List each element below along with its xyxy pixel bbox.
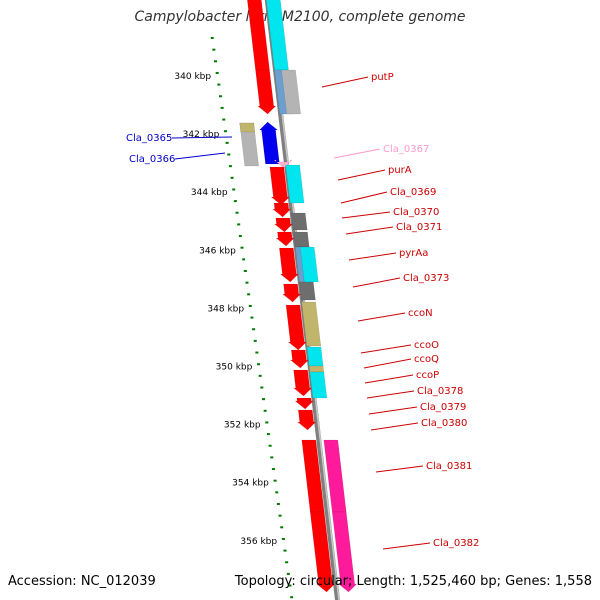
cla0371-gray[interactable] (293, 231, 310, 248)
cla0365-cap[interactable] (239, 122, 256, 133)
gene-label-cla_0367[interactable]: Cla_0367 (383, 144, 429, 155)
cla0373-gray[interactable] (299, 281, 316, 301)
connector-cla_0365 (171, 136, 233, 139)
gene-label-cla_0378[interactable]: Cla_0378 (417, 386, 463, 397)
connector-cla_0380 (370, 422, 419, 431)
pyrAa-cyan[interactable] (299, 246, 319, 283)
connector-ccoo (360, 344, 412, 354)
cla0366-gene[interactable] (258, 121, 280, 165)
connector-cla_0369 (340, 191, 388, 204)
cla0378-gene[interactable] (294, 397, 314, 410)
ruler-label-2: 344 kbp (191, 188, 228, 198)
ccoN-khaki[interactable] (301, 301, 322, 347)
cla0370-gray[interactable] (290, 212, 308, 231)
ruler-label-1: 342 kbp (183, 130, 220, 140)
connector-cla_0371 (345, 226, 394, 235)
putP-part-b[interactable] (255, 69, 277, 115)
gene-labels: putP Cla_0365 Cla_0366 Cla_0367 purA Cla_0369… (126, 72, 479, 549)
ruler-label-3: 346 kbp (199, 246, 236, 256)
label-connectors (171, 76, 431, 550)
ccoO-cyan[interactable] (306, 346, 324, 367)
connector-pura (337, 169, 386, 181)
ruler-label-8: 356 kbp (240, 537, 277, 547)
ccoP-cyan[interactable] (309, 371, 328, 399)
cla0380-gene[interactable] (296, 409, 317, 431)
cla0382-gene[interactable] (309, 511, 336, 593)
connector-cla_0370 (341, 211, 391, 219)
connector-cla_0378 (366, 390, 415, 399)
gene-label-cla_0373[interactable]: Cla_0373 (403, 273, 449, 284)
accession-text: Accession: NC_012039 (8, 574, 156, 589)
ruler-label-7: 354 kbp (232, 479, 269, 489)
connector-cla_0373 (352, 277, 401, 288)
ruler-label-5: 350 kbp (216, 363, 253, 373)
putP-part-e[interactable] (281, 69, 301, 115)
ruler-labels: 340 kbp 342 kbp 344 kbp 346 kbp 348 kbp 350 k… (174, 72, 277, 547)
ccoQ-khaki[interactable] (308, 365, 325, 373)
genome-summary-text: Topology: circular; Length: 1,525,460 bp… (234, 574, 592, 589)
ruler-label-4: 348 kbp (207, 304, 244, 314)
cla0370-gene[interactable] (273, 217, 294, 233)
gene-label-cla_0379[interactable]: Cla_0379 (420, 402, 466, 413)
gene-label-cla_0365[interactable]: Cla_0365 (126, 133, 172, 144)
ccoP-gene[interactable] (293, 369, 313, 397)
connector-cla_0367 (333, 148, 381, 159)
genome-title: Campylobacter lari RM2100, complete geno… (134, 9, 466, 25)
ccoN-gene[interactable] (285, 304, 307, 351)
connector-ccop (364, 374, 414, 384)
gene-label-ccoq[interactable]: ccoQ (414, 354, 439, 365)
gene-label-cla_0380[interactable]: Cla_0380 (421, 418, 467, 429)
purA-cyan[interactable] (285, 164, 305, 204)
connector-ccon (357, 312, 406, 322)
gene-label-cla_0371[interactable]: Cla_0371 (396, 222, 442, 233)
purA-gene[interactable] (269, 166, 290, 206)
connector-pyraa (348, 252, 397, 261)
cla0371-gene[interactable] (275, 231, 295, 247)
ruler-label-6: 352 kbp (224, 421, 261, 431)
gene-label-cla_0370[interactable]: Cla_0370 (393, 207, 439, 218)
connector-putp (321, 76, 369, 88)
gene-label-putp[interactable]: putP (371, 72, 394, 83)
gene-label-ccop[interactable]: ccoP (416, 370, 439, 381)
gene-label-cla_0369[interactable]: Cla_0369 (390, 187, 436, 198)
gene-label-cla_0382[interactable]: Cla_0382 (433, 538, 479, 549)
gene-features (239, 0, 358, 593)
connector-cla_0381 (375, 465, 424, 473)
gene-label-ccon[interactable]: ccoN (408, 308, 433, 319)
connector-cla_0382 (382, 542, 431, 550)
gene-label-cla_0366[interactable]: Cla_0366 (129, 154, 175, 165)
ccoO-gene[interactable] (289, 349, 310, 369)
connector-cla_0366 (174, 152, 226, 160)
connector-ccoq (363, 358, 412, 369)
gene-label-pura[interactable]: purA (388, 165, 412, 176)
cla0367-gene[interactable] (273, 159, 293, 169)
gene-label-pyraa[interactable]: pyrAa (399, 248, 428, 259)
cla0373-gene[interactable] (282, 283, 302, 303)
connector-cla_0379 (368, 406, 418, 415)
ruler-label-0: 340 kbp (174, 72, 211, 82)
gene-label-cla_0381[interactable]: Cla_0381 (426, 461, 472, 472)
gene-label-ccoo[interactable]: ccoO (414, 340, 439, 351)
pyrAa-gene[interactable] (279, 247, 299, 283)
cla0369-gene[interactable] (272, 202, 292, 218)
ruler-ticks (210, 37, 294, 599)
cla0382-magenta[interactable] (331, 511, 358, 593)
